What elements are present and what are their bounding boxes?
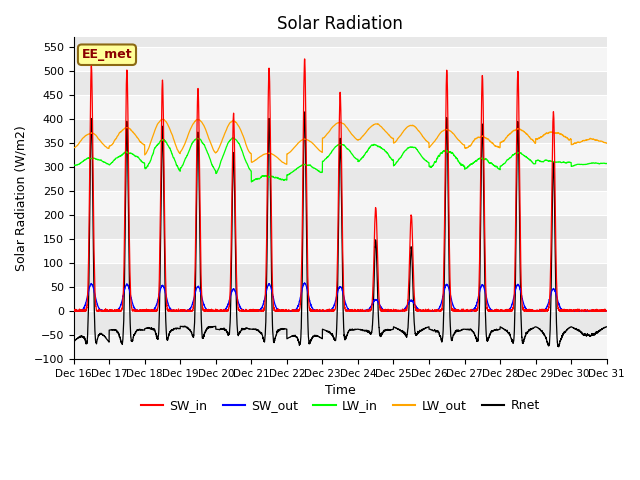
SW_in bbox=[301, 56, 308, 62]
Rnet bbox=[490, 328, 498, 334]
Y-axis label: Solar Radiation (W/m2): Solar Radiation (W/m2) bbox=[15, 125, 28, 271]
LW_in bbox=[602, 161, 610, 167]
LW_out bbox=[166, 125, 173, 131]
Rnet bbox=[603, 324, 611, 330]
SW_in bbox=[70, 308, 77, 314]
Rnet bbox=[555, 344, 563, 350]
Bar bbox=[74, 335, 607, 359]
Bar bbox=[74, 95, 607, 119]
LW_in bbox=[70, 162, 77, 168]
Rnet bbox=[321, 327, 328, 333]
SW_in bbox=[430, 308, 438, 313]
Title: Solar Radiation: Solar Radiation bbox=[277, 15, 403, 33]
LW_out bbox=[602, 140, 610, 146]
Legend: SW_in, SW_out, LW_in, LW_out, Rnet: SW_in, SW_out, LW_in, LW_out, Rnet bbox=[136, 394, 545, 417]
SW_out bbox=[602, 308, 610, 314]
LW_in bbox=[490, 162, 498, 168]
SW_in bbox=[321, 308, 328, 313]
SW_out bbox=[166, 304, 173, 310]
Rnet bbox=[166, 331, 173, 336]
LW_out bbox=[490, 142, 498, 148]
Line: LW_in: LW_in bbox=[74, 138, 607, 182]
SW_in bbox=[166, 308, 173, 314]
LW_out bbox=[193, 117, 201, 122]
Line: LW_out: LW_out bbox=[74, 120, 607, 164]
SW_in bbox=[490, 308, 498, 314]
Bar bbox=[74, 47, 607, 71]
SW_out bbox=[460, 308, 467, 313]
LW_in bbox=[229, 135, 237, 141]
Line: SW_in: SW_in bbox=[74, 59, 607, 311]
LW_in bbox=[321, 157, 328, 163]
LW_in bbox=[248, 179, 255, 185]
SW_out bbox=[70, 308, 77, 314]
Bar bbox=[74, 191, 607, 215]
LW_out bbox=[430, 139, 438, 144]
SW_out bbox=[603, 308, 611, 313]
LW_out bbox=[283, 161, 291, 167]
Rnet bbox=[301, 109, 308, 115]
Bar bbox=[74, 239, 607, 263]
LW_in bbox=[166, 145, 173, 151]
Bar bbox=[74, 143, 607, 167]
Rnet bbox=[430, 328, 438, 334]
Line: SW_out: SW_out bbox=[74, 283, 607, 311]
LW_in bbox=[460, 163, 467, 169]
Text: EE_met: EE_met bbox=[82, 48, 132, 61]
SW_in bbox=[460, 308, 467, 314]
SW_out bbox=[301, 280, 308, 286]
LW_out bbox=[70, 145, 77, 151]
Bar bbox=[74, 287, 607, 311]
LW_out bbox=[460, 142, 467, 148]
LW_in bbox=[430, 160, 438, 166]
LW_in bbox=[603, 161, 611, 167]
LW_out bbox=[603, 140, 611, 146]
Rnet bbox=[70, 339, 77, 345]
SW_in bbox=[602, 308, 610, 313]
SW_out bbox=[490, 308, 498, 313]
SW_in bbox=[603, 308, 611, 314]
SW_out bbox=[321, 308, 328, 313]
Rnet bbox=[460, 326, 467, 332]
LW_out bbox=[321, 134, 328, 140]
Line: Rnet: Rnet bbox=[74, 112, 607, 347]
Rnet bbox=[602, 324, 610, 330]
SW_out bbox=[430, 308, 438, 313]
X-axis label: Time: Time bbox=[324, 384, 356, 397]
